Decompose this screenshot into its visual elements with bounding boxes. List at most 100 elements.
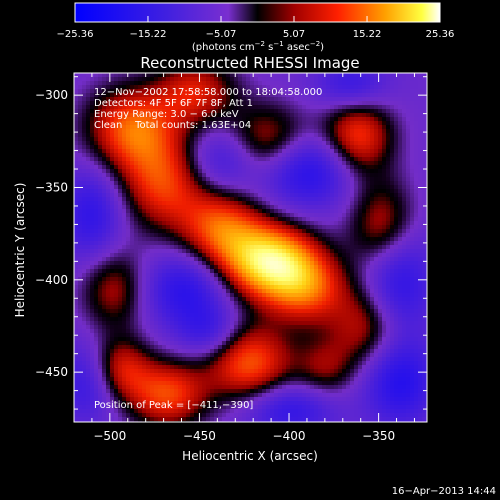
heatmap-cell: [226, 109, 231, 114]
heatmap-cell: [234, 241, 239, 246]
heatmap-cell: [122, 173, 127, 178]
heatmap-cell: [182, 185, 187, 190]
heatmap-cell: [86, 181, 91, 186]
heatmap-cell: [250, 121, 255, 126]
heatmap-cell: [282, 209, 287, 214]
heatmap-cell: [178, 241, 183, 246]
heatmap-cell: [230, 257, 235, 262]
heatmap-cell: [338, 273, 343, 278]
heatmap-cell: [266, 97, 271, 102]
heatmap-cell: [350, 201, 355, 206]
heatmap-cell: [258, 169, 263, 174]
heatmap-cell: [202, 117, 207, 122]
heatmap-cell: [218, 173, 223, 178]
heatmap-cell: [114, 205, 119, 210]
heatmap-cell: [338, 93, 343, 98]
heatmap-cell: [142, 181, 147, 186]
heatmap-cell: [334, 217, 339, 222]
heatmap-cell: [106, 145, 111, 150]
heatmap-cell: [334, 189, 339, 194]
heatmap-cell: [118, 85, 123, 90]
heatmap-cell: [262, 89, 267, 94]
heatmap-cell: [178, 225, 183, 230]
heatmap-cell: [126, 221, 131, 226]
heatmap-cell: [154, 257, 159, 262]
heatmap-cell: [302, 217, 307, 222]
heatmap-cell: [222, 85, 227, 90]
heatmap-cell: [182, 229, 187, 234]
heatmap-cell: [178, 157, 183, 162]
heatmap-cell: [102, 221, 107, 226]
heatmap-cell: [346, 157, 351, 162]
heatmap-cell: [82, 225, 87, 230]
heatmap-cell: [342, 261, 347, 266]
heatmap-cell: [150, 285, 155, 290]
heatmap-cell: [118, 197, 123, 202]
heatmap-cell: [242, 269, 247, 274]
heatmap-cell: [186, 233, 191, 238]
heatmap-cell: [226, 257, 231, 262]
heatmap-cell: [122, 257, 127, 262]
heatmap-cell: [366, 281, 371, 286]
heatmap-cell: [346, 101, 351, 106]
heatmap-cell: [322, 77, 327, 82]
heatmap-cell: [170, 181, 175, 186]
heatmap-cell: [86, 113, 91, 118]
heatmap-cell: [402, 125, 407, 130]
heatmap-cell: [382, 225, 387, 230]
heatmap-cell: [74, 101, 79, 106]
heatmap-cell: [342, 221, 347, 226]
heatmap-cell: [138, 157, 143, 162]
heatmap-cell: [158, 161, 163, 166]
heatmap-cell: [202, 273, 207, 278]
heatmap-cell: [338, 145, 343, 150]
heatmap-cell: [98, 109, 103, 114]
heatmap-cell: [334, 173, 339, 178]
heatmap-cell: [242, 281, 247, 286]
heatmap-cell: [158, 129, 163, 134]
heatmap-cell: [254, 181, 259, 186]
heatmap-cell: [370, 269, 375, 274]
heatmap-cell: [206, 293, 211, 298]
heatmap-cell: [146, 193, 151, 198]
heatmap-cell: [86, 197, 91, 202]
heatmap-cell: [146, 229, 151, 234]
heatmap-cell: [346, 105, 351, 110]
heatmap-cell: [298, 221, 303, 226]
heatmap-cell: [82, 269, 87, 274]
heatmap-cell: [238, 141, 243, 146]
heatmap-cell: [182, 181, 187, 186]
heatmap-cell: [386, 161, 391, 166]
heatmap-cell: [326, 261, 331, 266]
heatmap-cell: [274, 109, 279, 114]
heatmap-cell: [154, 125, 159, 130]
heatmap-cell: [390, 85, 395, 90]
heatmap-cell: [338, 121, 343, 126]
heatmap-cell: [274, 93, 279, 98]
heatmap-cell: [370, 181, 375, 186]
heatmap-cell: [110, 257, 115, 262]
heatmap-cell: [410, 193, 415, 198]
heatmap-cell: [358, 173, 363, 178]
heatmap-cell: [302, 225, 307, 230]
heatmap-cell: [198, 125, 203, 130]
heatmap-cell: [122, 277, 127, 282]
heatmap-cell: [302, 197, 307, 202]
heatmap-cell: [190, 101, 195, 106]
heatmap-cell: [222, 217, 227, 222]
heatmap-cell: [74, 269, 79, 274]
heatmap-cell: [102, 189, 107, 194]
heatmap-cell: [242, 237, 247, 242]
heatmap-cell: [154, 249, 159, 254]
heatmap-cell: [210, 185, 215, 190]
heatmap-cell: [146, 169, 151, 174]
heatmap-cell: [102, 101, 107, 106]
heatmap-cell: [206, 117, 211, 122]
heatmap-cell: [178, 73, 183, 78]
heatmap-cell: [126, 253, 131, 258]
heatmap-cell: [130, 257, 135, 262]
heatmap-cell: [150, 121, 155, 126]
heatmap-cell: [342, 269, 347, 274]
heatmap-cell: [354, 129, 359, 134]
heatmap-cell: [318, 101, 323, 106]
